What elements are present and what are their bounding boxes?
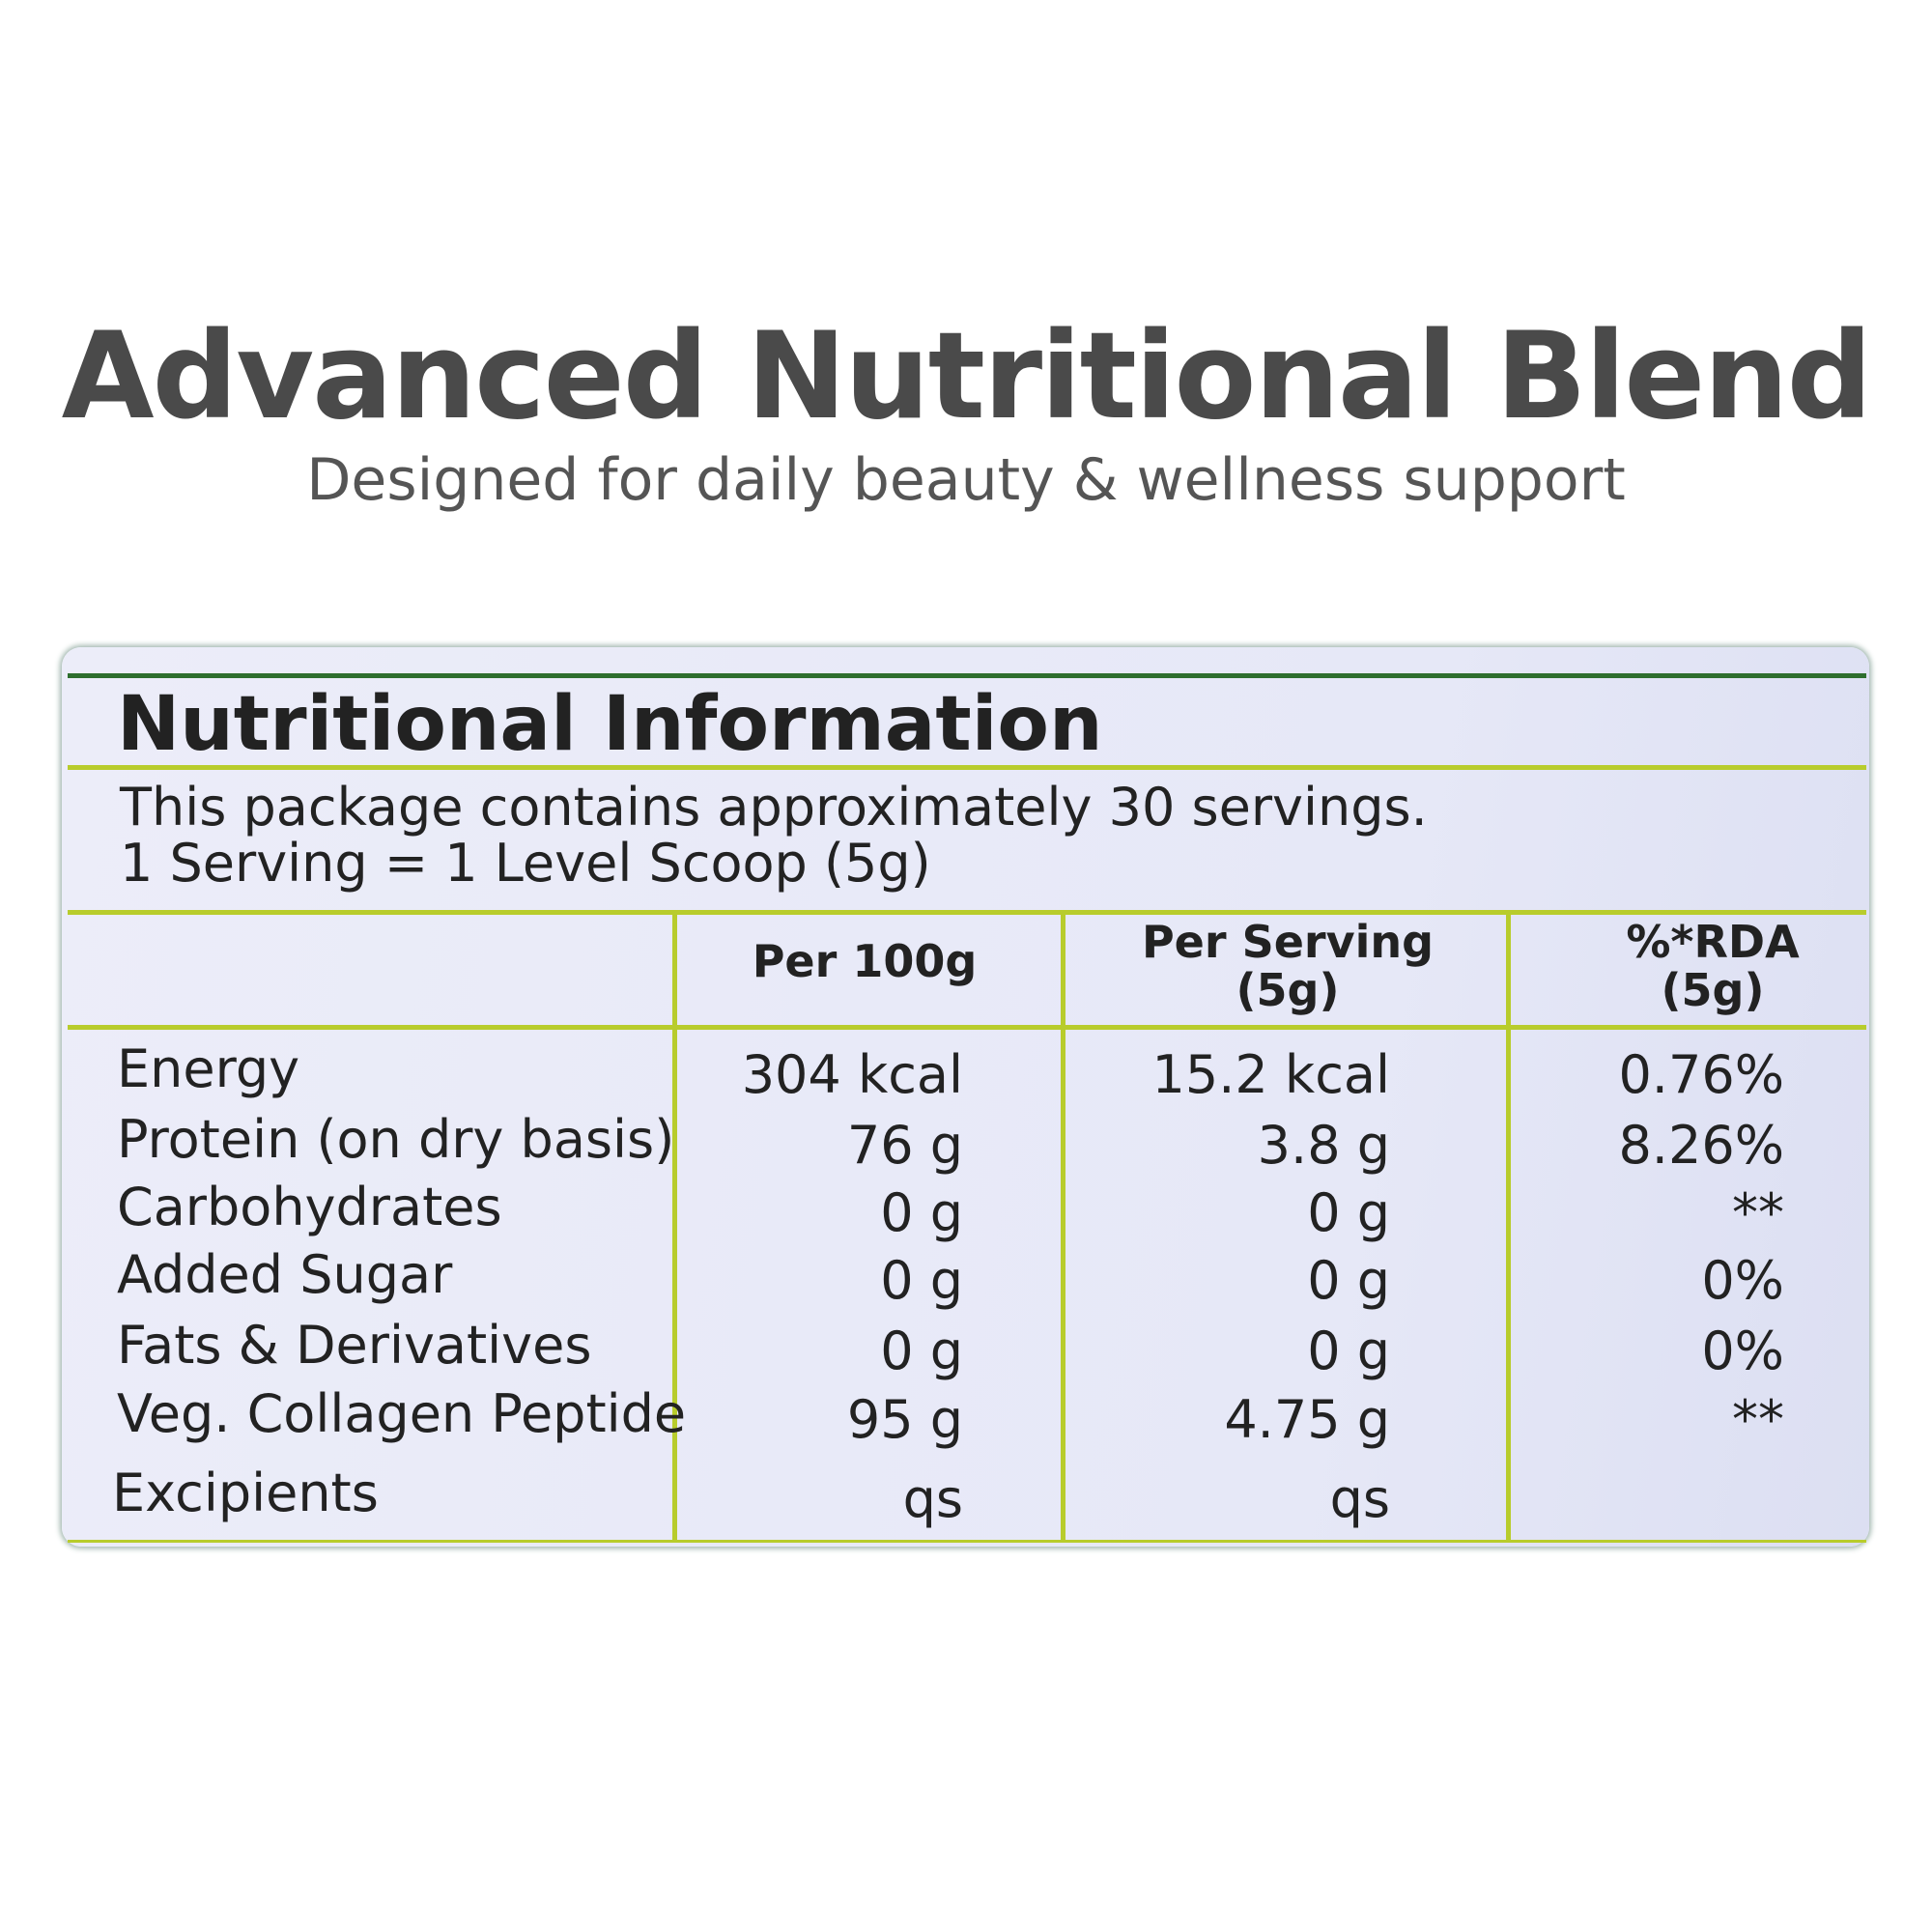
row-label: Veg. Collagen Peptide (117, 1383, 687, 1444)
cell-value: ** (1732, 1182, 1784, 1243)
panel-line: This package contains approximately 30 s… (120, 777, 1428, 838)
cell-value: 8.26% (1618, 1115, 1784, 1176)
row-label: Fats & Derivatives (117, 1315, 592, 1376)
page-subtitle: Designed for daily beauty & wellness sup… (306, 446, 1626, 514)
column-header: Per 100g (752, 935, 978, 987)
cell-value: qs (902, 1468, 963, 1529)
row-label: Carbohydrates (117, 1177, 502, 1237)
cell-value: 304 kcal (741, 1044, 963, 1105)
cell-value: 4.75 g (1224, 1389, 1390, 1450)
cell-value: 0 g (1307, 1250, 1390, 1311)
nutrition-card (62, 647, 1869, 1547)
cell-value: 15.2 kcal (1151, 1044, 1390, 1105)
cell-value: ** (1732, 1389, 1784, 1450)
cell-value: 0% (1701, 1250, 1784, 1311)
row-label: Added Sugar (117, 1244, 453, 1305)
cell-value: 76 g (846, 1115, 963, 1176)
rule (68, 1540, 1866, 1543)
column-rule (672, 912, 677, 1542)
rule (68, 910, 1866, 915)
column-header: %*RDA (5g) (1626, 916, 1800, 1016)
row-label: Energy (117, 1038, 300, 1099)
cell-value: 0 g (880, 1321, 963, 1381)
top-rule (68, 673, 1866, 678)
cell-value: 0 g (1307, 1182, 1390, 1243)
cell-value: 95 g (846, 1389, 963, 1450)
page-title: Advanced Nutritional Blend (61, 307, 1873, 446)
cell-value: 3.8 g (1257, 1115, 1390, 1176)
column-header: Per Serving (5g) (1141, 916, 1435, 1016)
panel-title: Nutritional Information (117, 681, 1103, 768)
cell-value: 0% (1701, 1321, 1784, 1381)
column-rule (1061, 912, 1065, 1542)
cell-value: qs (1329, 1468, 1390, 1529)
cell-value: 0.76% (1618, 1044, 1784, 1105)
cell-value: 0 g (880, 1182, 963, 1243)
rule (68, 765, 1866, 770)
cell-value: 0 g (1307, 1321, 1390, 1381)
rule (68, 1025, 1866, 1030)
column-rule (1506, 912, 1511, 1542)
row-label: Protein (on dry basis) (117, 1109, 675, 1170)
panel-line: 1 Serving = 1 Level Scoop (5g) (120, 833, 931, 894)
cell-value: 0 g (880, 1250, 963, 1311)
row-label: Excipients (112, 1463, 379, 1523)
